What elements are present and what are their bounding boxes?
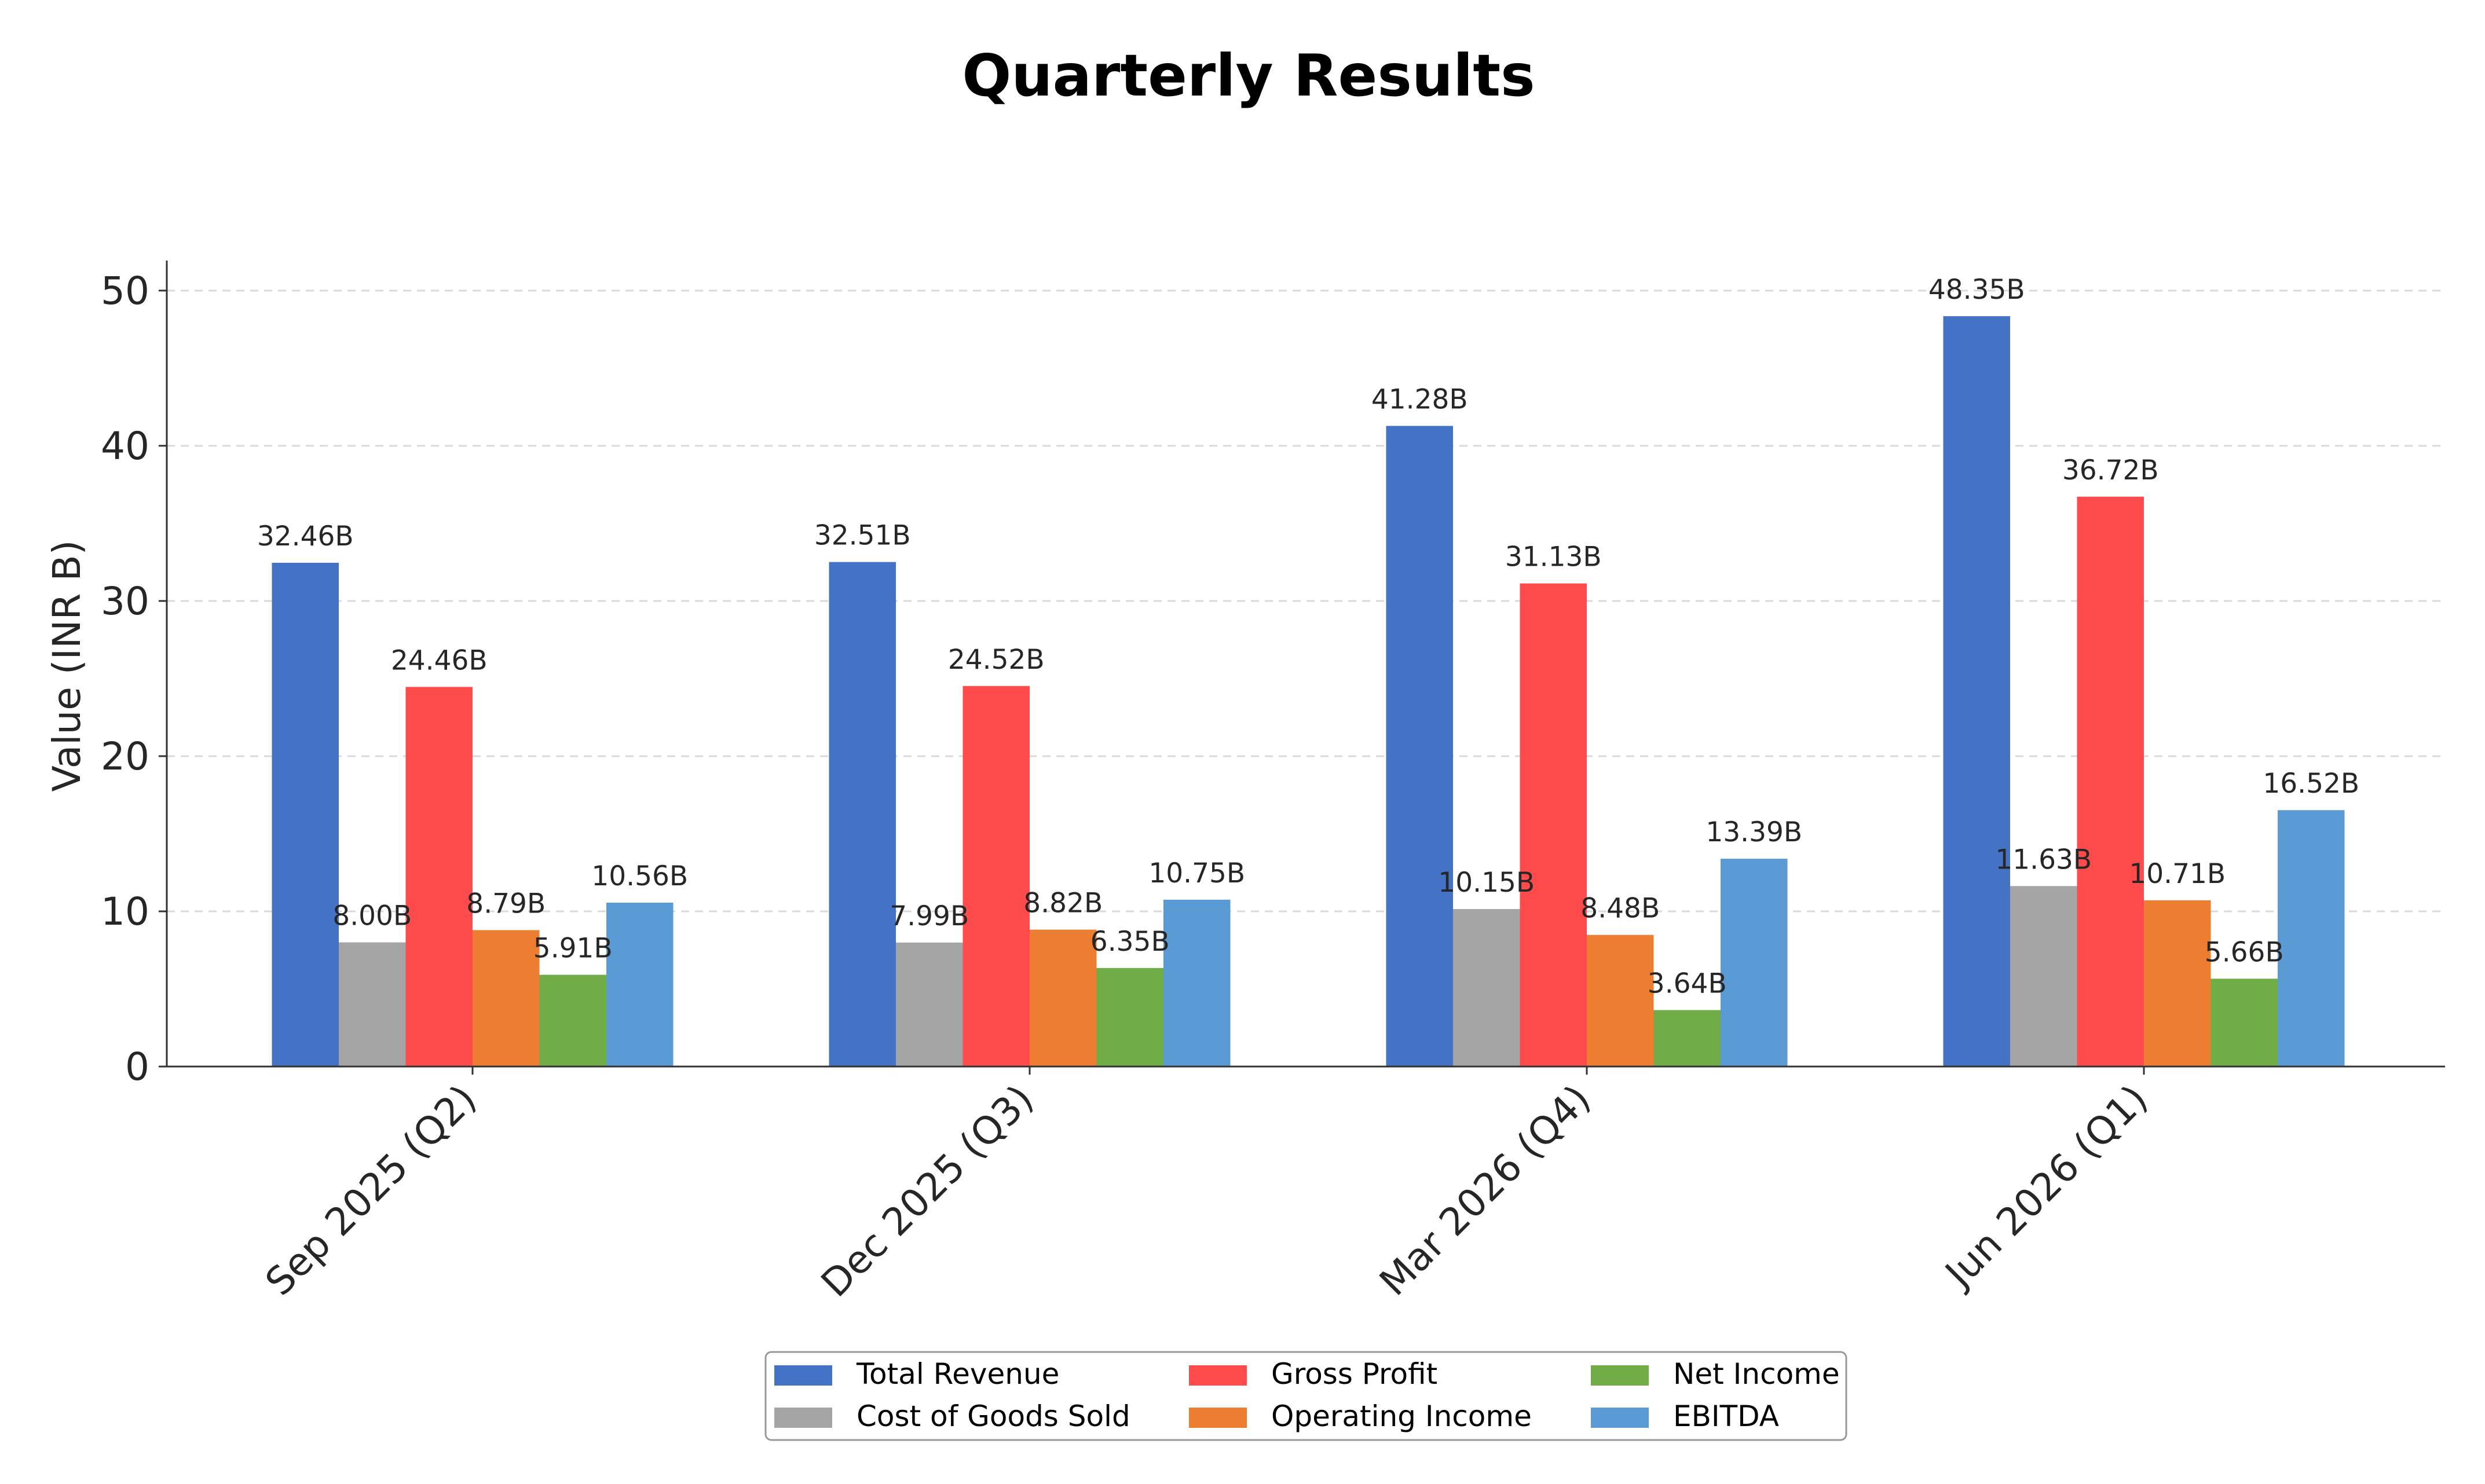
legend: Total Revenue Cost of Goods Sold Gross Pro…: [764, 1351, 1847, 1441]
bar: [1030, 929, 1097, 1067]
bar: [1096, 968, 1163, 1067]
x-tick-label: Dec 2025 (Q3): [813, 1076, 1042, 1306]
y-ticks-group: 0 10 20 30 40 50: [101, 269, 167, 1089]
bar: [539, 974, 606, 1067]
bar: [2010, 886, 2077, 1067]
data-label: 10.56B: [591, 860, 688, 892]
legend-label: Operating Income: [1271, 1399, 1532, 1433]
y-tick-label: 30: [101, 579, 149, 624]
legend-swatch: [774, 1408, 832, 1428]
data-label: 10.75B: [1148, 858, 1245, 889]
bar: [1721, 859, 1788, 1067]
legend-swatch: [1189, 1365, 1247, 1386]
legend-swatch: [774, 1365, 832, 1386]
bar: [339, 942, 406, 1067]
bar: [1943, 316, 2010, 1067]
data-label: 3.64B: [1648, 968, 1727, 999]
legend-label: Cost of Goods Sold: [857, 1399, 1130, 1433]
legend-swatch: [1591, 1408, 1649, 1428]
grid-lines: [167, 290, 2445, 913]
data-label: 24.52B: [948, 644, 1045, 676]
x-ticks-group: Sep 2025 (Q2) Dec 2025 (Q3) Mar 2026 (Q4) J…: [257, 1067, 2156, 1306]
data-label: 32.46B: [257, 521, 354, 552]
data-label: 11.63B: [1995, 844, 2092, 875]
y-tick-label: 50: [101, 269, 149, 313]
data-label: 48.35B: [1928, 274, 2025, 306]
data-label: 5.91B: [533, 933, 613, 965]
bar: [962, 686, 1030, 1067]
legend-frame: [764, 1351, 1847, 1441]
data-label: 6.35B: [1090, 926, 1170, 958]
chart-title: Quarterly Results: [962, 42, 1535, 109]
axes-group: [166, 261, 2445, 1068]
data-label: 8.48B: [1580, 893, 1660, 925]
data-label: 8.00B: [332, 900, 412, 932]
data-label: 10.15B: [1438, 867, 1535, 899]
y-tick-label: 20: [101, 734, 149, 779]
data-label: 8.82B: [1023, 888, 1103, 919]
bar: [829, 562, 896, 1067]
data-label: 16.52B: [2263, 768, 2359, 800]
bar: [1453, 908, 1520, 1067]
legend-swatch: [1189, 1408, 1247, 1428]
data-label: 31.13B: [1505, 541, 1602, 573]
bar: [1163, 899, 1231, 1067]
data-labels-group: 32.46B 8.00B 24.46B 8.79B 5.91B 10.56B 32.51B 7…: [257, 274, 2359, 999]
bar: [1653, 1010, 1721, 1067]
x-tick-label: Mar 2026 (Q4): [1371, 1076, 1600, 1305]
data-label: 5.66B: [2205, 936, 2284, 968]
bar: [1386, 426, 1453, 1067]
legend-swatch: [1591, 1365, 1649, 1386]
bars-group: [272, 316, 2345, 1067]
bar: [405, 687, 473, 1067]
legend-label: Gross Profit: [1271, 1357, 1437, 1391]
y-axis-label: Value (INR B): [45, 540, 89, 792]
bar: [896, 942, 963, 1067]
data-label: 13.39B: [1706, 816, 1802, 848]
bar: [606, 902, 674, 1067]
legend-label: Net Income: [1673, 1357, 1840, 1391]
legend-label: EBITDA: [1673, 1399, 1779, 1433]
data-label: 41.28B: [1371, 384, 1468, 416]
y-tick-label: 10: [101, 889, 149, 934]
bar: [272, 562, 339, 1067]
bar: [1520, 583, 1587, 1067]
data-label: 7.99B: [890, 900, 969, 932]
y-tick-label: 0: [125, 1045, 149, 1089]
bar: [1587, 935, 1654, 1067]
x-tick-label: Jun 2026 (Q1): [1935, 1076, 2156, 1297]
x-tick-label: Sep 2025 (Q2): [257, 1076, 485, 1305]
bar: [2144, 900, 2211, 1067]
data-label: 8.79B: [466, 888, 546, 919]
data-label: 24.46B: [391, 644, 488, 676]
data-label: 36.72B: [2062, 455, 2159, 486]
legend-label: Total Revenue: [856, 1357, 1059, 1391]
bar: [2210, 979, 2278, 1067]
data-label: 10.71B: [2129, 858, 2226, 890]
data-label: 32.51B: [814, 520, 911, 552]
y-tick-label: 40: [101, 424, 149, 468]
bar: [473, 930, 540, 1067]
bar: [2077, 496, 2144, 1067]
bar: [2278, 810, 2345, 1067]
